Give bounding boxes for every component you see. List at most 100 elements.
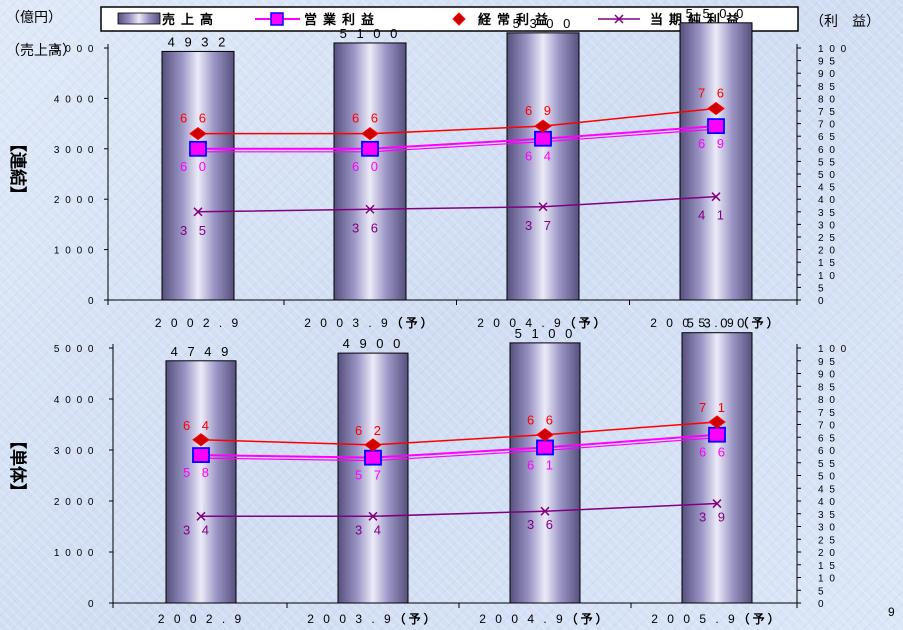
chart2-side-label: 【単体】 (8, 432, 28, 500)
series-data-label: 6 9 (698, 136, 728, 151)
diamond-marker (361, 127, 379, 141)
series-data-label: 6 4 (183, 418, 213, 433)
series-data-label: 6 6 (699, 445, 729, 460)
series-data-label: 3 6 (352, 220, 382, 235)
x-marker (538, 202, 548, 212)
right-tick-label: 8 5 (818, 382, 836, 393)
series-line (200, 421, 718, 446)
left-tick-label: 3 0 0 0 (54, 446, 95, 457)
category-label: 2 0 0 5 . 9（予） (651, 611, 782, 626)
series-line (200, 433, 718, 459)
right-tick-label: 9 5 (818, 357, 836, 368)
chart1-left-axis-label: （売上高） (6, 42, 76, 58)
diamond-marker (536, 428, 554, 442)
series-data-label: 3 7 (525, 218, 555, 233)
x-marker (365, 204, 375, 214)
right-tick-label: 3 5 (818, 208, 836, 219)
legend-frame (100, 6, 799, 32)
legend-label-ordinary-income: 経常利益 (478, 12, 554, 27)
series-data-label: 3 6 (527, 517, 557, 532)
square-marker (536, 439, 554, 456)
right-tick-label: 8 0 (818, 395, 836, 406)
right-tick-label: 5 (818, 586, 825, 597)
right-tick-label: 7 0 (818, 120, 836, 131)
series-data-label: 5 7 (355, 468, 385, 483)
x-marker (368, 511, 378, 521)
x-marker (193, 207, 203, 217)
series-line-shadow (200, 437, 718, 462)
right-tick-label: 2 5 (818, 535, 836, 546)
series-data-label: 6 1 (527, 457, 557, 472)
right-tick-label: 5 0 (818, 472, 836, 483)
right-tick-label: 1 5 (818, 258, 836, 269)
sales-bar (333, 42, 407, 301)
sales-bar (161, 50, 235, 301)
sales-bar (509, 342, 581, 604)
right-tick-label: 8 5 (818, 82, 836, 93)
right-tick-label: 3 5 (818, 510, 836, 521)
chart-non-consolidated: 01 0 0 02 0 0 03 0 0 04 0 0 05 0 0 0051 … (54, 316, 846, 626)
sales-bar (681, 332, 753, 604)
legend-label-operating-income: 営業利益 (304, 12, 380, 27)
top-right-unit-label: （利 益） (810, 13, 880, 29)
right-tick-label: 1 0 (818, 271, 836, 282)
series-data-label: 6 2 (355, 423, 385, 438)
legend-diamond-marker-icon (452, 12, 466, 26)
right-tick-label: 1 5 (818, 561, 836, 572)
right-tick-label: 9 0 (818, 69, 836, 80)
right-tick-label: 5 (818, 283, 825, 294)
right-tick-label: 4 0 (818, 195, 836, 206)
legend-item-operating-income: 営業利益 (255, 12, 380, 27)
legend-x-marker-icon (614, 14, 624, 24)
series-data-label: 7 6 (698, 85, 728, 100)
right-tick-label: 2 5 (818, 233, 836, 244)
category-label: 2 0 0 2 . 9 (155, 316, 241, 330)
series-data-label: 3 9 (699, 510, 729, 525)
sales-bar (337, 352, 409, 604)
series-data-label: 7 1 (699, 400, 729, 415)
chart-consolidated: 01 0 0 02 0 0 03 0 0 04 0 0 05 0 0 0051 … (54, 6, 848, 330)
x-marker (712, 499, 722, 509)
category-label: 2 0 0 2 . 9 (158, 612, 244, 626)
right-tick-label: 4 5 (818, 484, 836, 495)
right-tick-label: 6 5 (818, 433, 836, 444)
series-line (198, 125, 717, 150)
right-tick-label: 9 5 (818, 57, 836, 68)
square-marker (708, 426, 726, 443)
diamond-marker (189, 127, 207, 141)
series-data-label: 6 6 (352, 111, 382, 126)
sales-bar (165, 360, 237, 604)
legend: 売上高 営業利益 経常利益 当期純利益 (100, 6, 799, 32)
sales-bar-label: 5 3 0 0 (513, 16, 574, 31)
series-data-label: 3 4 (183, 522, 213, 537)
sales-bar (679, 22, 753, 301)
right-tick-label: 5 5 (818, 459, 836, 470)
x-marker (196, 511, 206, 521)
right-tick-label: 6 0 (818, 446, 836, 457)
right-tick-label: 6 0 (818, 145, 836, 156)
page-number: 9 (888, 605, 895, 619)
right-tick-label: 1 0 0 (818, 44, 848, 55)
square-marker (364, 449, 382, 466)
x-marker (711, 192, 721, 202)
sales-bar (506, 32, 580, 301)
x-marker (540, 506, 550, 516)
square-marker (192, 447, 210, 464)
series-data-label: 5 8 (183, 465, 213, 480)
series-data-label: 3 5 (180, 223, 210, 238)
left-tick-label: 4 0 0 0 (54, 94, 95, 105)
series-line (201, 502, 718, 518)
series-data-label: 6 0 (352, 159, 382, 174)
sales-bar-label: 4 9 3 2 (168, 34, 229, 49)
sales-bar-label: 5 5 0 0 (686, 6, 747, 21)
left-tick-label: 3 0 0 0 (54, 145, 95, 156)
diamond-marker (707, 101, 725, 116)
left-tick-label: 5 0 0 0 (54, 44, 95, 55)
right-tick-label: 7 5 (818, 107, 836, 118)
series-line (197, 195, 717, 213)
right-tick-label: 6 5 (818, 132, 836, 143)
left-tick-label: 2 0 0 0 (54, 195, 95, 206)
right-tick-label: 3 0 (818, 220, 836, 231)
right-tick-label: 2 0 (818, 246, 836, 257)
right-tick-label: 7 5 (818, 408, 836, 419)
